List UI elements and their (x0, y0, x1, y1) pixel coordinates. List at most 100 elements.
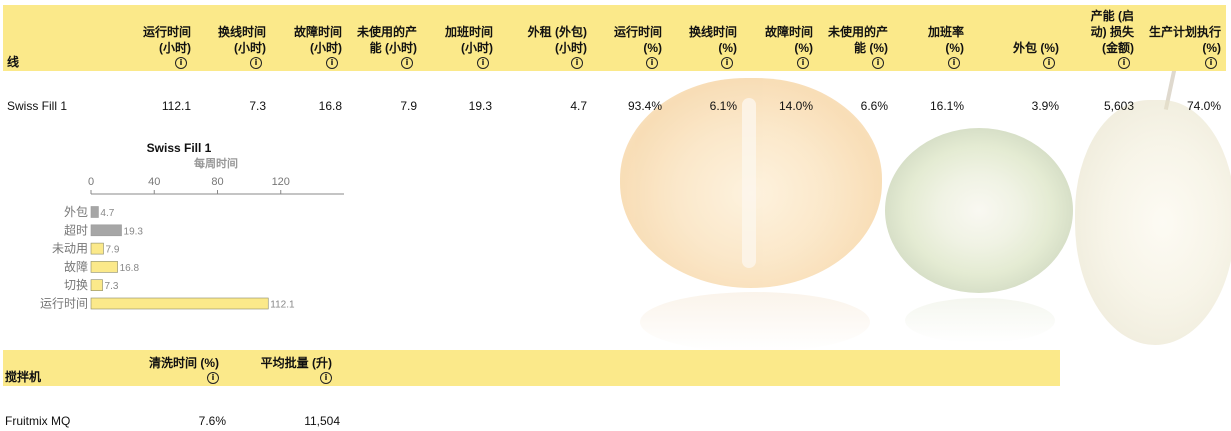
table-cell: 7.3 (249, 99, 266, 113)
category-label: 超时 (64, 222, 88, 237)
category-label: 外包 (64, 205, 88, 219)
column-header-line: (%) (1202, 41, 1221, 55)
info-icon[interactable]: i (1043, 57, 1055, 69)
info-icon[interactable]: i (571, 57, 583, 69)
bar[interactable] (90, 261, 118, 273)
info-icon[interactable]: i (477, 57, 489, 69)
column-header-line: 能 (%) (854, 41, 888, 55)
column-header: 换线时间 (小时) (196, 24, 266, 56)
column-header-line: (小时) (234, 41, 266, 55)
table-cell: 7.6% (198, 414, 226, 428)
info-icon[interactable]: i (250, 57, 262, 69)
table-cell: 4.7 (570, 99, 587, 113)
column-header: 加班率 (%) (889, 24, 964, 56)
x-tick-label: 0 (88, 176, 94, 188)
kiwi-reflection (905, 298, 1055, 343)
info-icon[interactable]: i (948, 57, 960, 69)
chart-subtitle: 每周时间 (194, 156, 238, 170)
column-header-line: 外包 (%) (1013, 41, 1059, 55)
column-header-line: 运行时间 (613, 25, 662, 39)
column-header-line: (%) (718, 41, 737, 55)
info-icon[interactable]: i (797, 57, 809, 69)
info-icon[interactable]: i (872, 57, 884, 69)
column-header-line: (小时) (461, 41, 493, 55)
table-cell: 19.3 (468, 99, 492, 113)
column-header-line: (小时) (310, 41, 342, 55)
column-header-line: 加班时间 (444, 25, 493, 39)
info-icon[interactable]: i (326, 57, 338, 69)
column-header-line: (%) (643, 41, 662, 55)
kiwi-background-image (885, 128, 1073, 293)
column-header: 平均批量 (升) (260, 356, 332, 370)
x-tick-label: 80 (211, 176, 223, 188)
x-tick-label: 40 (148, 176, 160, 188)
table-cell: 112.1 (161, 99, 191, 113)
mixer-table-header (3, 350, 1060, 386)
bar[interactable] (90, 279, 103, 291)
column-header: 外包 (%) (969, 40, 1059, 56)
column-header-line: (小时) (555, 41, 587, 55)
column-header-line: 未使用的产 (356, 25, 417, 39)
swiss-fill-weekly-time-chart: Swiss Fill 1 每周时间 0 40 80 120 外包 4.7 超时 19.3 未动… (40, 141, 344, 311)
column-header-line: 外租 (外包) (527, 25, 587, 39)
bar[interactable] (90, 224, 122, 237)
column-header-line: (%) (945, 41, 964, 55)
row-name[interactable]: Swiss Fill 1 (7, 99, 68, 113)
category-label: 未动用 (52, 242, 88, 256)
table-cell: 6.6% (860, 99, 888, 113)
column-header: 外租 (外包) (小时) (497, 24, 587, 56)
x-tick-label: 120 (272, 176, 290, 188)
column-header-line: (金额) (1102, 41, 1134, 55)
bar[interactable] (90, 297, 269, 310)
info-icon[interactable]: i (1118, 57, 1130, 69)
info-icon[interactable]: i (721, 57, 733, 69)
info-icon[interactable]: i (1205, 57, 1217, 69)
column-header-line: 生产计划执行 (1148, 25, 1221, 39)
info-icon[interactable]: i (320, 372, 332, 384)
info-icon[interactable]: i (207, 372, 219, 384)
bar-value-label: 7.3 (105, 281, 119, 292)
info-icon[interactable]: i (401, 57, 413, 69)
orange-background-image (620, 78, 882, 288)
table-cell: 5,603 (1103, 99, 1134, 113)
table-cell: 16.8 (318, 99, 342, 113)
row-name[interactable]: Fruitmix MQ (5, 414, 71, 428)
column-header: 未使用的产能 (小时) (342, 24, 417, 56)
column-header-line: 能 (小时) (369, 41, 417, 55)
column-header: 换线时间 (%) (667, 24, 737, 56)
row-header-mixer: 搅拌机 (5, 370, 42, 384)
column-header-line: 动) 损失 (1090, 25, 1134, 39)
column-header: 清洗时间 (%) (149, 356, 219, 370)
bar-value-label: 16.8 (120, 263, 140, 274)
column-header: 生产计划执行 (%) (1131, 24, 1221, 56)
category-label: 运行时间 (40, 297, 88, 311)
table-cell: 93.4% (627, 99, 662, 113)
table-cell: 16.1% (929, 99, 964, 113)
column-header-line: 产能 (启 (1090, 9, 1134, 23)
category-label: 切换 (64, 278, 88, 292)
info-icon[interactable]: i (175, 57, 187, 69)
info-icon[interactable]: i (646, 57, 658, 69)
chart-title: Swiss Fill 1 (147, 141, 212, 155)
table-cell: 11,504 (304, 414, 340, 428)
bar-value-label: 4.7 (100, 208, 114, 219)
column-header: 未使用的产能 (%) (813, 24, 888, 56)
bar[interactable] (90, 242, 104, 255)
bar-value-label: 19.3 (124, 226, 144, 237)
orange-reflection (640, 292, 870, 352)
line-table-header (3, 5, 1226, 71)
column-header-line: 未使用的产 (827, 25, 888, 39)
table-cell: 3.9% (1031, 99, 1059, 113)
row-header-line: 线 (7, 55, 20, 69)
column-header: 故障时间 (%) (738, 24, 813, 56)
column-header-line: 故障时间 (293, 25, 342, 39)
bar-value-label: 112.1 (270, 300, 295, 311)
bar[interactable] (90, 206, 99, 218)
column-header-line: (小时) (159, 41, 191, 55)
column-header-line: (%) (794, 41, 813, 55)
column-header-line: 换线时间 (217, 25, 266, 39)
column-header-line: 故障时间 (764, 25, 813, 39)
table-cell: 6.1% (709, 99, 737, 113)
table-cell: 7.9 (400, 99, 417, 113)
table-cell: 14.0% (778, 99, 813, 113)
